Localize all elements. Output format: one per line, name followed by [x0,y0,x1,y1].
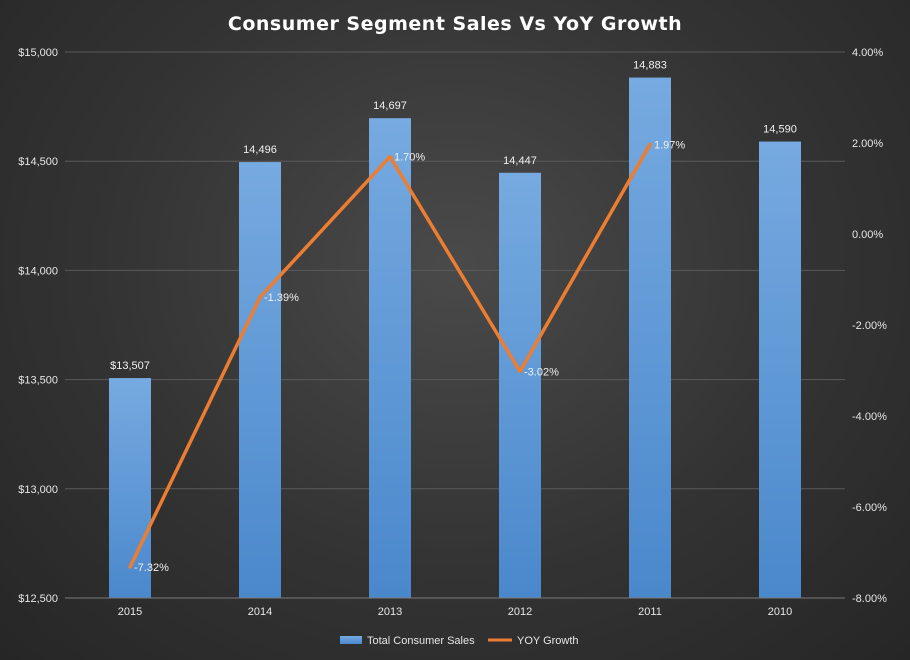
legend-label-sales: Total Consumer Sales [367,635,475,647]
bar[interactable] [499,172,541,598]
bar-value-label: $13,507 [110,360,150,372]
bar[interactable] [759,141,801,598]
bar[interactable] [629,77,671,599]
bar[interactable] [239,162,281,598]
yoy-value-label: -1.39% [264,292,299,304]
y-left-tick-label: $15,000 [18,47,58,59]
y-right-tick-label: 0.00% [852,229,883,241]
x-tick-label: 2013 [378,606,402,618]
bar-value-label: 14,496 [243,144,277,156]
bar[interactable] [369,118,411,598]
y-left-tick-label: $13,500 [18,375,58,387]
legend-label-yoy: YOY Growth [517,635,579,647]
bar-value-label: 14,447 [503,155,537,167]
data-labels: $13,507 14,496 14,697 14,447 14,883 14,590 -7.… [110,60,797,575]
chart-title: Consumer Segment Sales Vs YoY Growth [228,13,682,35]
yoy-value-label: 1.97% [654,139,685,151]
legend-swatch-sales [340,636,362,644]
x-tick-label: 2015 [118,606,142,618]
bar-value-label: 14,697 [373,100,407,112]
bars [109,77,801,599]
x-tick-label: 2011 [638,606,662,618]
y-left-tick-label: $14,000 [18,265,58,277]
y-left-tick-label: $14,500 [18,156,58,168]
y-right-tick-label: -8.00% [852,593,887,605]
yoy-growth-line[interactable] [128,142,652,569]
legend[interactable]: Total Consumer Sales YOY Growth [340,635,579,647]
yoy-value-label: 1.70% [394,152,425,164]
y-right-tick-label: -2.00% [852,320,887,332]
y-left-tick-label: $13,000 [18,484,58,496]
yoy-value-label: -7.32% [134,562,169,574]
x-tick-label: 2014 [248,606,272,618]
gridlines [65,51,845,599]
yoy-line [128,142,652,569]
axes: $12,500 $13,000 $13,500 $14,000 $14,500 $15,0… [18,47,887,618]
bar[interactable] [109,378,151,598]
x-tick-label: 2010 [768,606,792,618]
y-left-tick-label: $12,500 [18,593,58,605]
y-right-tick-label: 4.00% [852,47,883,59]
bar-value-label: 14,883 [633,60,667,72]
y-right-tick-label: -6.00% [852,502,887,514]
y-right-tick-label: 2.00% [852,138,883,150]
y-right-tick-label: -4.00% [852,411,887,423]
bar-value-label: 14,590 [763,124,797,136]
x-tick-label: 2012 [508,606,532,618]
yoy-value-label: -3.02% [524,366,559,378]
